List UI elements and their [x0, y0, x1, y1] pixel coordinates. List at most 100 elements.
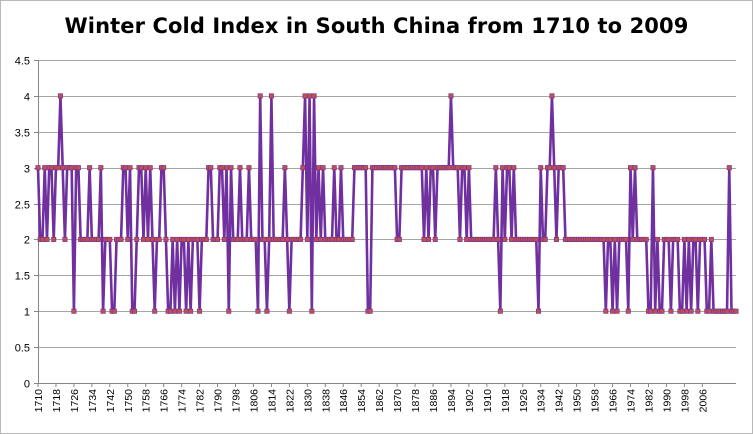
- data-point: [426, 236, 432, 242]
- x-tick-label: 1966: [608, 389, 620, 413]
- data-point: [170, 236, 176, 242]
- data-point: [140, 236, 146, 242]
- data-point: [221, 236, 227, 242]
- data-point: [298, 236, 304, 242]
- x-tick-label: 1782: [195, 389, 207, 413]
- data-point: [96, 236, 102, 242]
- data-point: [614, 308, 620, 314]
- x-tick-label: 2006: [697, 389, 709, 413]
- data-point: [628, 165, 634, 171]
- data-point: [307, 93, 313, 99]
- data-point: [309, 308, 315, 314]
- data-point: [167, 308, 173, 314]
- data-point: [549, 93, 555, 99]
- x-tick-label: 1942: [554, 389, 566, 413]
- x-tick-label: 1742: [105, 389, 117, 413]
- data-point: [491, 236, 497, 242]
- data-point: [311, 93, 317, 99]
- data-point: [98, 165, 104, 171]
- data-point: [156, 236, 162, 242]
- x-tick-label: 1894: [446, 389, 458, 413]
- data-point: [632, 165, 638, 171]
- x-tick-label: 1934: [536, 389, 548, 413]
- data-point: [84, 236, 90, 242]
- data-point: [331, 165, 337, 171]
- data-point: [62, 236, 68, 242]
- x-tick-label: 1854: [356, 389, 368, 413]
- data-point: [652, 308, 658, 314]
- x-tick-label: 1982: [643, 389, 655, 413]
- data-point: [194, 236, 200, 242]
- x-tick-label: 1710: [33, 389, 45, 413]
- data-point: [127, 165, 133, 171]
- data-point: [421, 236, 427, 242]
- data-point: [35, 165, 41, 171]
- series-line: [36, 94, 738, 313]
- data-point: [666, 236, 672, 242]
- data-point: [188, 308, 194, 314]
- data-point: [547, 165, 553, 171]
- y-tick-label: 2: [24, 235, 30, 247]
- data-point: [237, 165, 243, 171]
- x-tick-label: 1838: [320, 389, 332, 413]
- data-point: [432, 236, 438, 242]
- data-point: [163, 236, 169, 242]
- x-tick-label: 1990: [661, 389, 673, 413]
- x-tick-label: 1830: [302, 389, 314, 413]
- data-point: [708, 236, 714, 242]
- x-tick-label: 1902: [464, 389, 476, 413]
- data-point: [500, 165, 506, 171]
- data-point: [313, 236, 319, 242]
- data-point: [466, 165, 472, 171]
- data-point: [71, 308, 77, 314]
- data-point: [257, 93, 263, 99]
- data-point: [448, 93, 454, 99]
- data-point: [461, 165, 467, 171]
- x-tick-label: 1822: [284, 389, 296, 413]
- data-point: [336, 236, 342, 242]
- data-point: [509, 236, 515, 242]
- data-point: [48, 165, 54, 171]
- data-point: [446, 165, 452, 171]
- data-point: [181, 236, 187, 242]
- data-point: [648, 308, 654, 314]
- data-point: [197, 308, 203, 314]
- data-point: [203, 236, 209, 242]
- data-point: [706, 308, 712, 314]
- data-point: [686, 236, 692, 242]
- data-point: [675, 236, 681, 242]
- data-point: [612, 236, 618, 242]
- x-tick-label: 1758: [141, 389, 153, 413]
- data-point: [147, 165, 153, 171]
- data-point: [246, 165, 252, 171]
- data-point: [57, 93, 63, 99]
- series-cold-index: [36, 94, 738, 313]
- data-point: [253, 236, 259, 242]
- data-point: [511, 165, 517, 171]
- data-point: [733, 308, 739, 314]
- data-point: [244, 236, 250, 242]
- data-point: [630, 236, 636, 242]
- data-point: [423, 165, 429, 171]
- data-point: [219, 165, 225, 171]
- data-point: [396, 236, 402, 242]
- data-point: [601, 236, 607, 242]
- data-point: [143, 165, 149, 171]
- data-point: [551, 165, 557, 171]
- data-point: [688, 308, 694, 314]
- data-point: [123, 165, 129, 171]
- x-tick-label: 1790: [213, 389, 225, 413]
- data-point: [419, 165, 425, 171]
- data-point: [493, 165, 499, 171]
- data-point: [69, 165, 75, 171]
- x-tick-label: 1918: [500, 389, 512, 413]
- y-tick-label: 3.5: [15, 128, 30, 140]
- data-point: [603, 308, 609, 314]
- data-point: [363, 165, 369, 171]
- data-point: [75, 165, 81, 171]
- data-point: [284, 236, 290, 242]
- data-point: [502, 236, 508, 242]
- data-point: [320, 165, 326, 171]
- data-point: [724, 308, 730, 314]
- data-point: [464, 236, 470, 242]
